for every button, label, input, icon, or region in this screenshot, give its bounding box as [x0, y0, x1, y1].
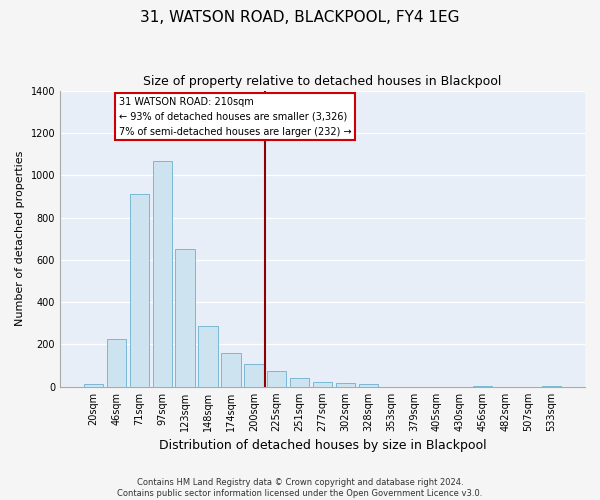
Bar [473, 386, 493, 387]
Bar [290, 378, 310, 387]
Title: Size of property relative to detached houses in Blackpool: Size of property relative to detached ho… [143, 75, 502, 88]
Bar [221, 353, 241, 387]
Bar [335, 383, 355, 387]
Bar [175, 250, 195, 387]
Bar [313, 382, 332, 387]
Bar [359, 384, 378, 387]
Bar [244, 364, 263, 387]
Bar [542, 386, 561, 387]
Text: Contains HM Land Registry data © Crown copyright and database right 2024.
Contai: Contains HM Land Registry data © Crown c… [118, 478, 482, 498]
Text: 31 WATSON ROAD: 210sqm
← 93% of detached houses are smaller (3,326)
7% of semi-d: 31 WATSON ROAD: 210sqm ← 93% of detached… [119, 97, 352, 136]
Y-axis label: Number of detached properties: Number of detached properties [15, 151, 25, 326]
Bar [267, 371, 286, 387]
Bar [199, 326, 218, 387]
Bar [84, 384, 103, 387]
Text: 31, WATSON ROAD, BLACKPOOL, FY4 1EG: 31, WATSON ROAD, BLACKPOOL, FY4 1EG [140, 10, 460, 25]
Bar [152, 162, 172, 387]
Bar [130, 194, 149, 387]
Bar [107, 338, 126, 387]
X-axis label: Distribution of detached houses by size in Blackpool: Distribution of detached houses by size … [159, 440, 487, 452]
